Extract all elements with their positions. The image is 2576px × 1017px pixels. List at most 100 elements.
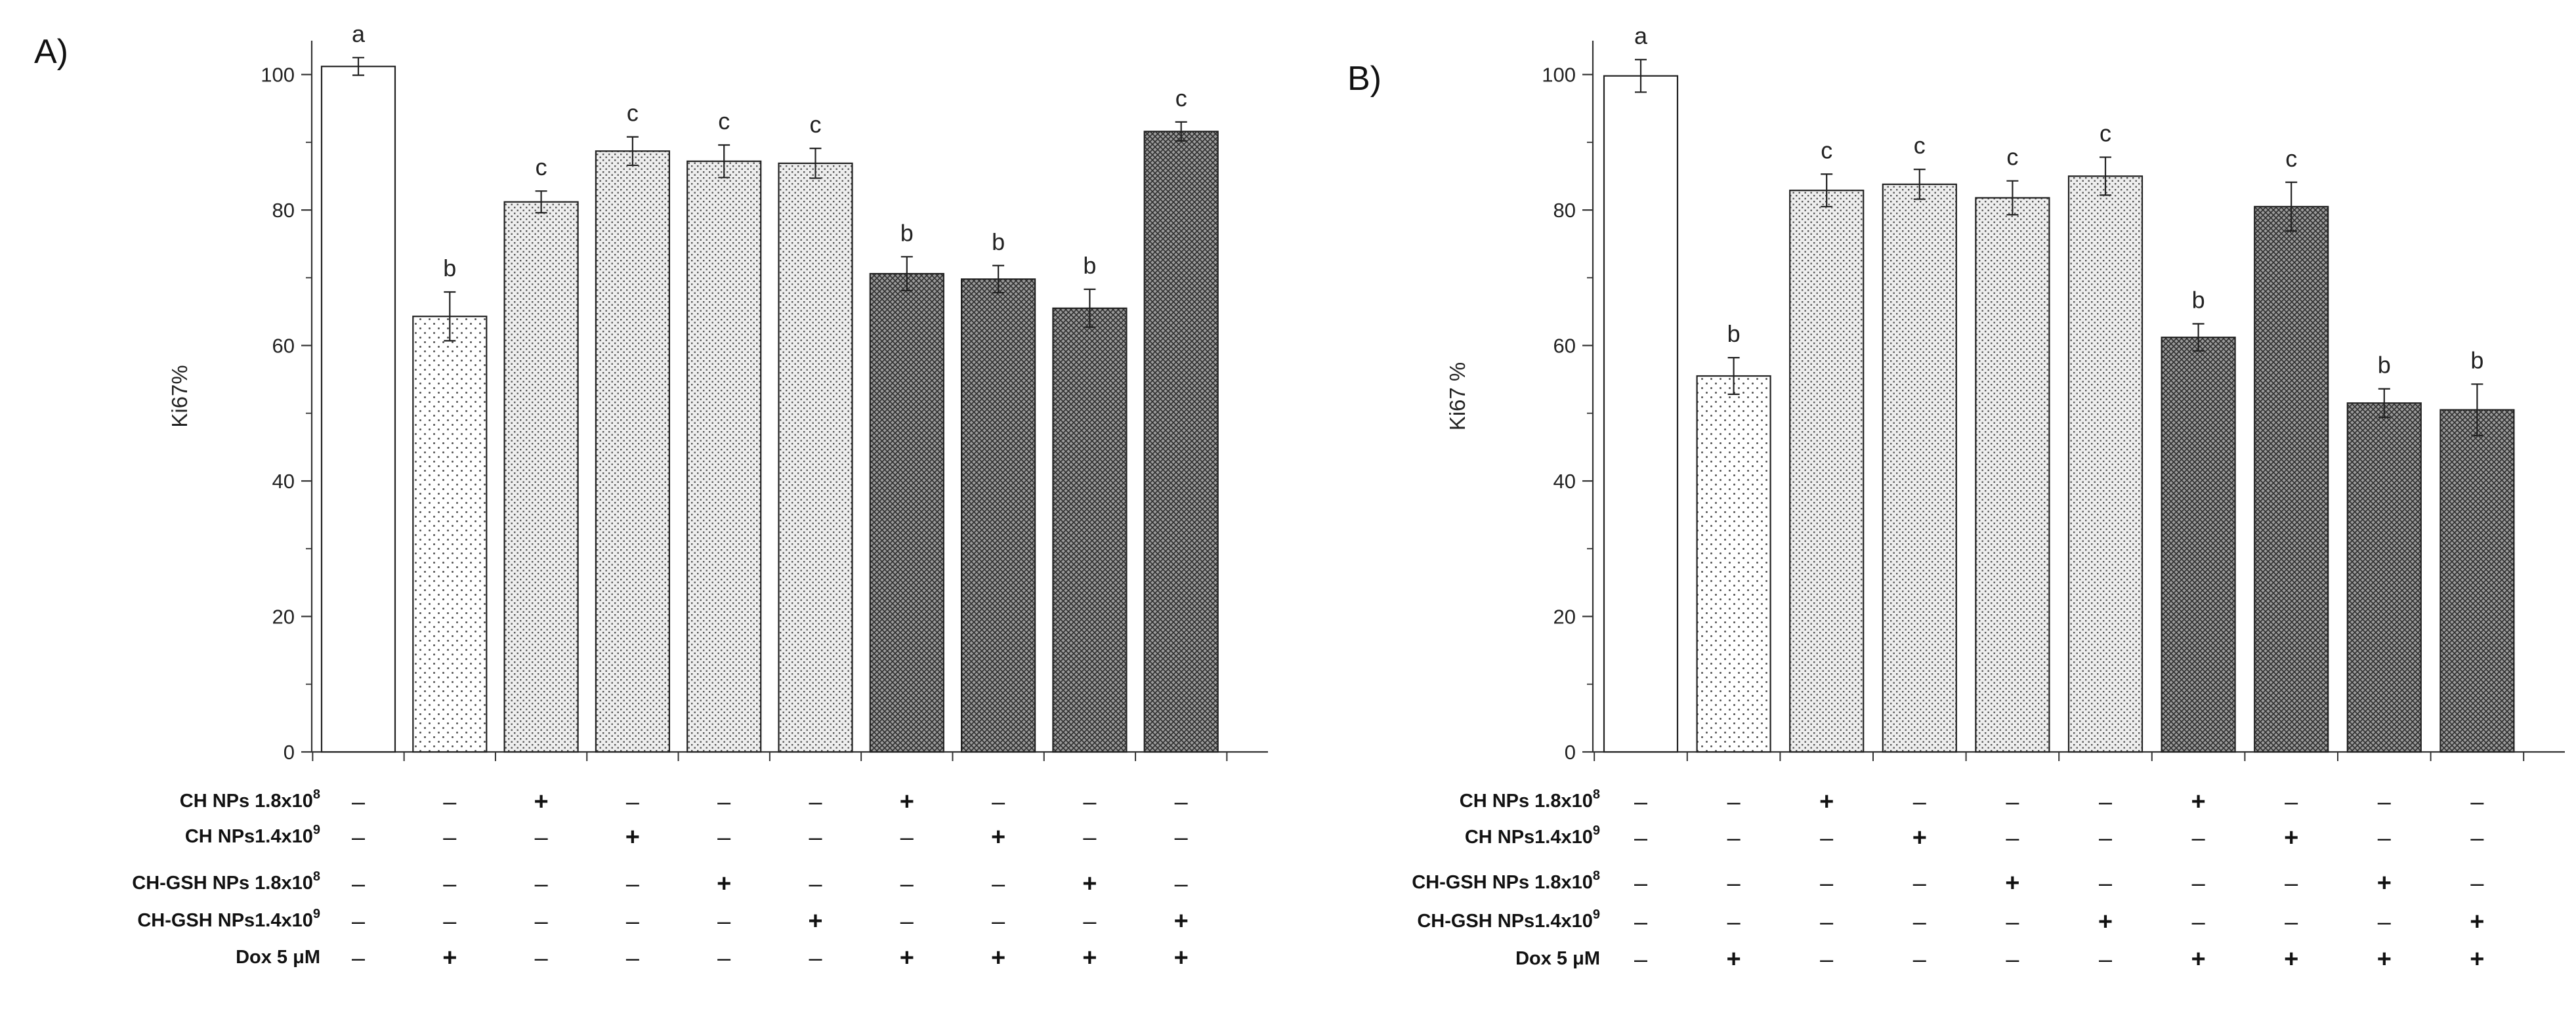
- significance-letter: b: [443, 255, 456, 281]
- treatment-label: CH-GSH NPs 1.8x108: [1412, 869, 1600, 893]
- significance-letter: b: [2192, 287, 2205, 314]
- bar: [2161, 337, 2236, 753]
- treatment-minus: –: [2285, 908, 2298, 935]
- y-tick-label: 80: [1553, 199, 1576, 222]
- panel-a-chart: A) 0 20 40 60 80 100 Ki67% a b c c c c b b b c CH NPs 1.8x…: [34, 20, 1268, 972]
- bar: [1696, 375, 1771, 753]
- treatment-minus: –: [2378, 824, 2391, 851]
- treatment-minus: –: [2192, 869, 2205, 896]
- treatment-minus: –: [717, 944, 730, 971]
- treatment-plus: +: [442, 944, 457, 972]
- treatment-plus: +: [2284, 824, 2298, 852]
- treatment-plus: +: [991, 944, 1005, 972]
- bar: [778, 162, 853, 753]
- treatment-minus: –: [900, 907, 914, 934]
- treatment-minus: –: [1913, 945, 1926, 972]
- treatment-plus: +: [1912, 824, 1927, 852]
- treatment-minus: –: [352, 788, 365, 815]
- y-tick-label: 40: [272, 470, 295, 493]
- treatment-minus: –: [992, 870, 1005, 897]
- treatment-minus: –: [1727, 824, 1741, 851]
- treatment-minus: –: [535, 870, 548, 897]
- significance-letter: c: [718, 108, 730, 135]
- significance-letter: c: [536, 154, 547, 180]
- bar: [1882, 183, 1957, 753]
- y-tick-label: 20: [272, 606, 295, 629]
- treatment-minus: –: [352, 907, 365, 934]
- treatment-minus: –: [1175, 788, 1188, 815]
- treatment-plus: +: [900, 788, 914, 816]
- significance-letter: b: [992, 228, 1005, 255]
- significance-letter: c: [810, 111, 822, 138]
- treatment-minus: –: [443, 788, 456, 815]
- treatment-minus: –: [535, 944, 548, 971]
- treatment-minus: –: [2378, 908, 2391, 935]
- bar: [2439, 409, 2515, 753]
- treatment-plus: +: [2377, 869, 2392, 897]
- significance-letter: a: [352, 20, 366, 47]
- treatment-minus: –: [352, 823, 365, 850]
- treatment-minus: –: [717, 788, 730, 815]
- y-tick-label: 100: [1542, 64, 1576, 87]
- treatment-plus: +: [1082, 870, 1097, 898]
- treatment-minus: –: [1634, 824, 1647, 851]
- treatment-plus: +: [625, 823, 640, 851]
- treatment-minus: –: [2470, 788, 2483, 815]
- treatment-minus: –: [626, 870, 639, 897]
- treatment-minus: –: [1820, 908, 1833, 935]
- treatment-minus: –: [1727, 908, 1741, 935]
- bar: [2254, 205, 2329, 753]
- treatment-minus: –: [1083, 823, 1096, 850]
- treatment-minus: –: [2006, 908, 2019, 935]
- treatment-minus: –: [535, 823, 548, 850]
- treatment-plus: +: [717, 870, 731, 898]
- bar: [869, 273, 944, 753]
- bar: [1975, 197, 2050, 753]
- bar: [2067, 175, 2143, 753]
- treatment-minus: –: [717, 907, 730, 934]
- bar: [686, 160, 762, 753]
- bar: [595, 150, 671, 753]
- significance-letter: b: [900, 219, 914, 246]
- treatment-minus: –: [1083, 788, 1096, 815]
- treatment-minus: –: [1820, 869, 1833, 896]
- significance-letter: c: [1821, 136, 1832, 163]
- bar: [320, 66, 396, 753]
- treatment-minus: –: [1913, 869, 1926, 896]
- treatment-label: CH-GSH NPs1.4x109: [1417, 907, 1600, 932]
- treatment-plus: +: [2377, 945, 2392, 973]
- bar: [503, 201, 579, 753]
- treatment-minus: –: [809, 944, 822, 971]
- treatment-label: CH NPs 1.8x108: [180, 787, 320, 812]
- bar: [960, 278, 1036, 753]
- y-tick-label: 0: [284, 741, 295, 764]
- significance-letter: b: [2470, 346, 2483, 373]
- treatment-plus: +: [1174, 944, 1189, 972]
- bar: [1052, 307, 1128, 753]
- treatment-label: Dox 5 μM: [1515, 948, 1600, 969]
- significance-letter: b: [2378, 352, 2391, 379]
- treatment-plus: +: [1819, 788, 1834, 816]
- y-tick-label: 60: [272, 335, 295, 358]
- treatment-minus: –: [2470, 869, 2483, 896]
- y-axis-label: Ki67 %: [1445, 362, 1469, 431]
- bar: [1789, 190, 1865, 753]
- treatment-minus: –: [1727, 788, 1741, 815]
- treatment-plus: +: [2191, 945, 2205, 973]
- treatment-minus: –: [2192, 908, 2205, 935]
- panel-b-chart: B) 0 20 40 60 80 100 Ki67 % a b c c c c b c b b CH NPs 1.8…: [1347, 22, 2565, 973]
- treatment-minus: –: [809, 788, 822, 815]
- treatment-minus: –: [1913, 908, 1926, 935]
- y-tick-label: 0: [1565, 741, 1576, 764]
- significance-letter: c: [627, 100, 639, 127]
- treatment-minus: –: [352, 870, 365, 897]
- treatment-label: CH-GSH NPs1.4x109: [137, 907, 320, 931]
- treatment-minus: –: [1820, 824, 1833, 851]
- treatment-plus: +: [991, 823, 1005, 851]
- treatment-plus: +: [900, 944, 914, 972]
- treatment-minus: –: [717, 823, 730, 850]
- treatment-minus: –: [900, 823, 914, 850]
- treatment-minus: –: [443, 823, 456, 850]
- treatment-plus: +: [534, 788, 548, 816]
